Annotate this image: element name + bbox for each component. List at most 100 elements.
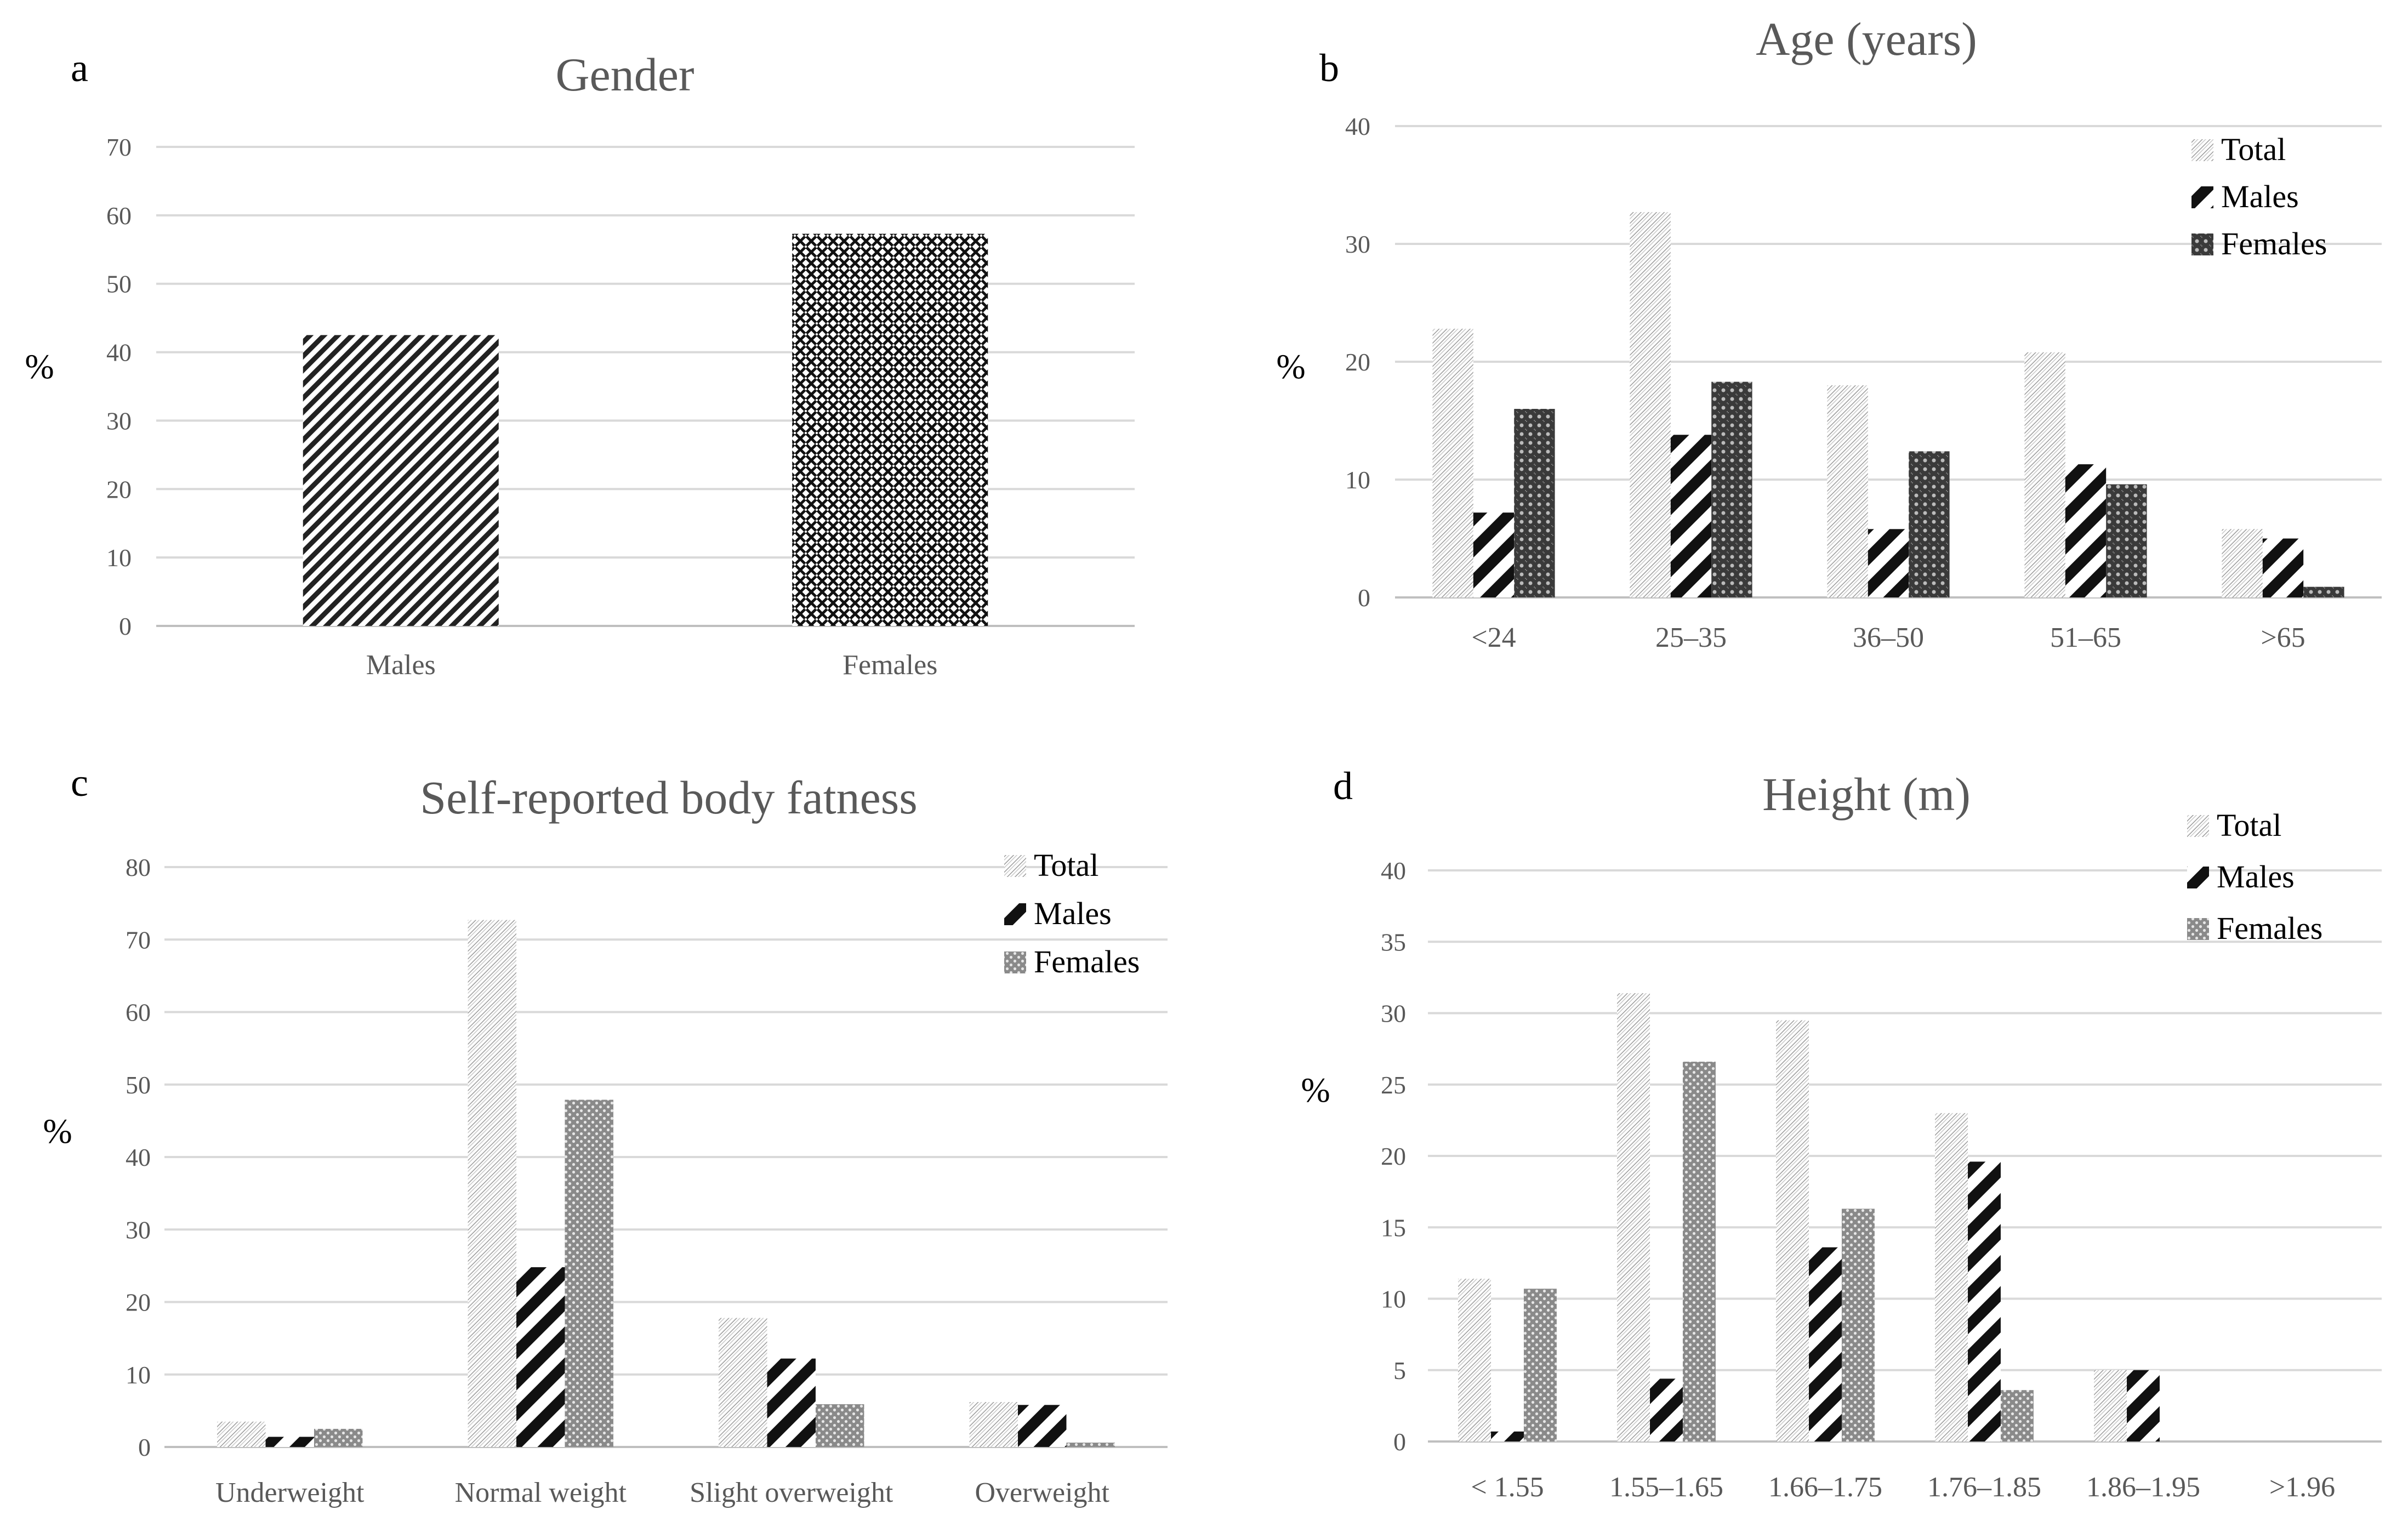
bar-females-1 bbox=[565, 1099, 613, 1447]
y-tick-label: 0 bbox=[138, 1433, 151, 1461]
y-tick-label: 30 bbox=[126, 1216, 151, 1244]
legend-swatch-males bbox=[2191, 186, 2213, 208]
y-tick-label: 40 bbox=[1381, 857, 1406, 885]
bar-total-4 bbox=[2094, 1370, 2127, 1441]
x-tick-label: Underweight bbox=[215, 1477, 365, 1508]
chart-panel-d: d Height (m)% 0 5 10 15 20 25 30 35 40 < 1.55 1.55–1… bbox=[1301, 764, 2382, 1503]
bar-total-0 bbox=[1458, 1279, 1492, 1441]
chart-title: Height (m) bbox=[1762, 768, 1971, 821]
chart-panel-c: c Self-reported body fatness% 0 10 20 30 40 50 6… bbox=[43, 761, 1168, 1508]
bar-total-2 bbox=[1776, 1020, 1809, 1441]
bar-females-1 bbox=[1711, 381, 1752, 597]
y-tick-label: 10 bbox=[126, 1361, 151, 1389]
x-tick-label: 51–65 bbox=[2050, 622, 2121, 653]
bar-males-4 bbox=[2127, 1370, 2160, 1441]
bar-males-1 bbox=[1650, 1378, 1683, 1441]
legend-swatch-total bbox=[2187, 815, 2209, 837]
y-axis-label: % bbox=[43, 1112, 72, 1150]
y-tick-label: 20 bbox=[1381, 1142, 1406, 1170]
legend-label-females: Females bbox=[2221, 226, 2327, 261]
bar-females-4 bbox=[2303, 586, 2344, 597]
y-tick-label: 20 bbox=[1345, 348, 1370, 376]
x-tick-label: 1.76–1.85 bbox=[1927, 1472, 2041, 1503]
y-tick-label: 0 bbox=[1393, 1428, 1406, 1456]
legend-swatch-total bbox=[1004, 855, 1026, 877]
bar-total-0 bbox=[217, 1421, 266, 1447]
bar-males-2 bbox=[1809, 1247, 1842, 1441]
x-tick-label: 1.55–1.65 bbox=[1609, 1472, 1723, 1503]
chart-title: Age (years) bbox=[1756, 13, 1977, 65]
bar-males-0 bbox=[1473, 512, 1515, 597]
bar-males-0 bbox=[265, 1437, 314, 1447]
x-tick-label: < 1.55 bbox=[1471, 1472, 1544, 1503]
legend-label-males: Males bbox=[2221, 179, 2299, 214]
y-tick-label: 0 bbox=[1358, 584, 1370, 612]
y-tick-label: 60 bbox=[126, 999, 151, 1027]
x-tick-label: >65 bbox=[2261, 622, 2305, 653]
chart-panel-a: a Gender% 0 10 20 30 40 50 60 70 Males Females bbox=[25, 46, 1135, 681]
legend-label-males: Males bbox=[1034, 896, 1112, 931]
panel-label: a bbox=[71, 46, 88, 90]
bar-females-2 bbox=[815, 1404, 864, 1447]
bar-females-0 bbox=[1523, 1289, 1557, 1441]
bar-total-2 bbox=[1827, 385, 1868, 597]
bar-females-3 bbox=[2000, 1390, 2034, 1441]
y-tick-label: 50 bbox=[126, 1071, 151, 1099]
bar-males-3 bbox=[2065, 464, 2107, 597]
y-axis-label: % bbox=[25, 347, 54, 386]
y-tick-label: 10 bbox=[106, 544, 132, 572]
bar-females bbox=[792, 233, 988, 626]
x-tick-label: 25–35 bbox=[1655, 622, 1727, 653]
legend-label-total: Total bbox=[2221, 132, 2286, 167]
bar-total-3 bbox=[1935, 1113, 1968, 1441]
bar-females-3 bbox=[1066, 1443, 1115, 1447]
bar-females-0 bbox=[314, 1428, 363, 1447]
y-tick-label: 5 bbox=[1393, 1357, 1406, 1384]
bar-males-2 bbox=[767, 1358, 816, 1447]
x-tick-label: >1.96 bbox=[2269, 1472, 2335, 1503]
bar-males-2 bbox=[1868, 529, 1909, 597]
x-tick-label: Females bbox=[842, 649, 937, 681]
y-tick-label: 40 bbox=[106, 339, 132, 367]
y-tick-label: 30 bbox=[106, 407, 132, 435]
y-tick-label: 35 bbox=[1381, 928, 1406, 956]
legend-swatch-females bbox=[1004, 951, 1026, 973]
x-tick-label: 1.66–1.75 bbox=[1768, 1472, 1882, 1503]
bar-total-1 bbox=[1630, 212, 1671, 597]
legend-swatch-females bbox=[2191, 233, 2213, 255]
bar-females-3 bbox=[2106, 484, 2147, 597]
bar-total-3 bbox=[969, 1402, 1018, 1447]
chart-panel-b: b Age (years)% 0 10 20 30 40 <24 25–35 36–50 51–65… bbox=[1276, 13, 2382, 653]
bar-males-4 bbox=[2262, 538, 2304, 597]
y-tick-label: 40 bbox=[1345, 112, 1370, 140]
legend-label-females: Females bbox=[1034, 944, 1140, 979]
legend-swatch-females bbox=[2187, 918, 2209, 940]
bar-females-2 bbox=[1909, 451, 1950, 597]
x-tick-label: <24 bbox=[1471, 622, 1516, 653]
legend: Total Males Females bbox=[2187, 807, 2322, 946]
bar-males-3 bbox=[1968, 1161, 2001, 1441]
panel-label: b bbox=[1319, 46, 1339, 90]
y-axis-label: % bbox=[1301, 1070, 1330, 1109]
bar-total-4 bbox=[2222, 529, 2263, 597]
bar-males-3 bbox=[1018, 1405, 1067, 1447]
legend-swatch-males bbox=[2187, 867, 2209, 888]
x-tick-label: Normal weight bbox=[455, 1477, 627, 1508]
panel-label: c bbox=[71, 761, 88, 805]
bar-males-1 bbox=[516, 1267, 565, 1447]
y-tick-label: 60 bbox=[106, 202, 132, 230]
bar-females-0 bbox=[1514, 409, 1555, 597]
bar-males-1 bbox=[1670, 435, 1712, 597]
legend-swatch-males bbox=[1004, 903, 1026, 925]
legend-label-females: Females bbox=[2217, 910, 2322, 946]
y-axis-label: % bbox=[1276, 347, 1305, 386]
y-tick-label: 15 bbox=[1381, 1213, 1406, 1241]
y-tick-label: 30 bbox=[1345, 230, 1370, 258]
y-tick-label: 80 bbox=[126, 853, 151, 881]
legend-label-males: Males bbox=[2217, 859, 2295, 894]
chart-title: Self-reported body fatness bbox=[420, 771, 918, 824]
bar-females-2 bbox=[1841, 1209, 1875, 1441]
y-tick-label: 70 bbox=[106, 133, 132, 161]
